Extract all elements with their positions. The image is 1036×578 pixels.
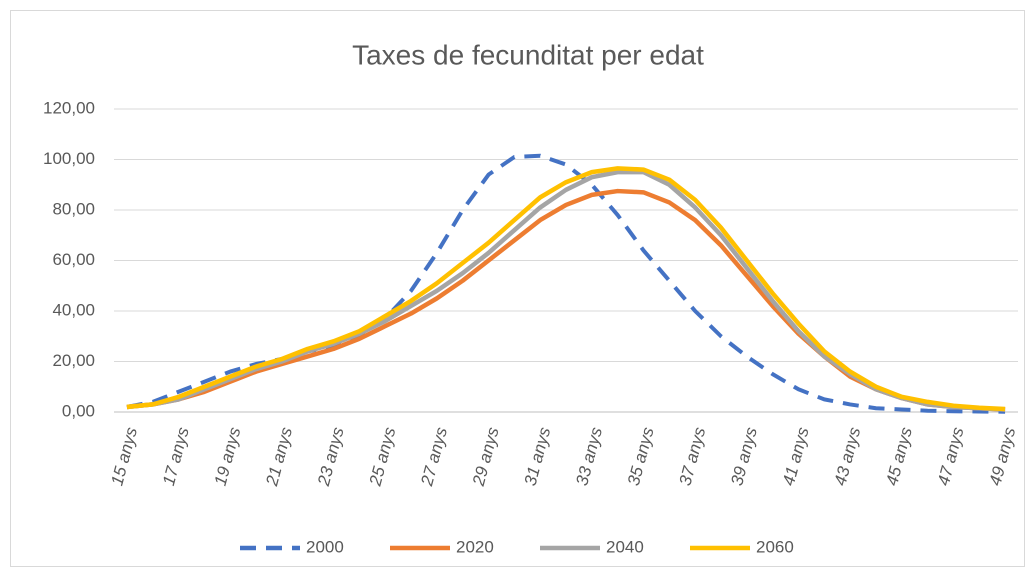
y-tick-label: 60,00 (52, 250, 95, 269)
chart-title: Taxes de fecunditat per edat (352, 39, 704, 70)
y-tick-label: 120,00 (43, 98, 95, 117)
y-tick-label: 20,00 (52, 351, 95, 370)
legend-label: 2040 (606, 537, 644, 556)
y-tick-label: 80,00 (52, 199, 95, 218)
legend-label: 2060 (756, 537, 794, 556)
line-series (126, 166, 1006, 412)
y-tick-label: 40,00 (52, 300, 95, 319)
y-tick-label: 100,00 (43, 149, 95, 168)
chart-border (10, 10, 1025, 567)
legend-label: 2020 (456, 537, 494, 556)
y-tick-label: 0,00 (62, 401, 95, 420)
legend-label: 2000 (306, 537, 344, 556)
